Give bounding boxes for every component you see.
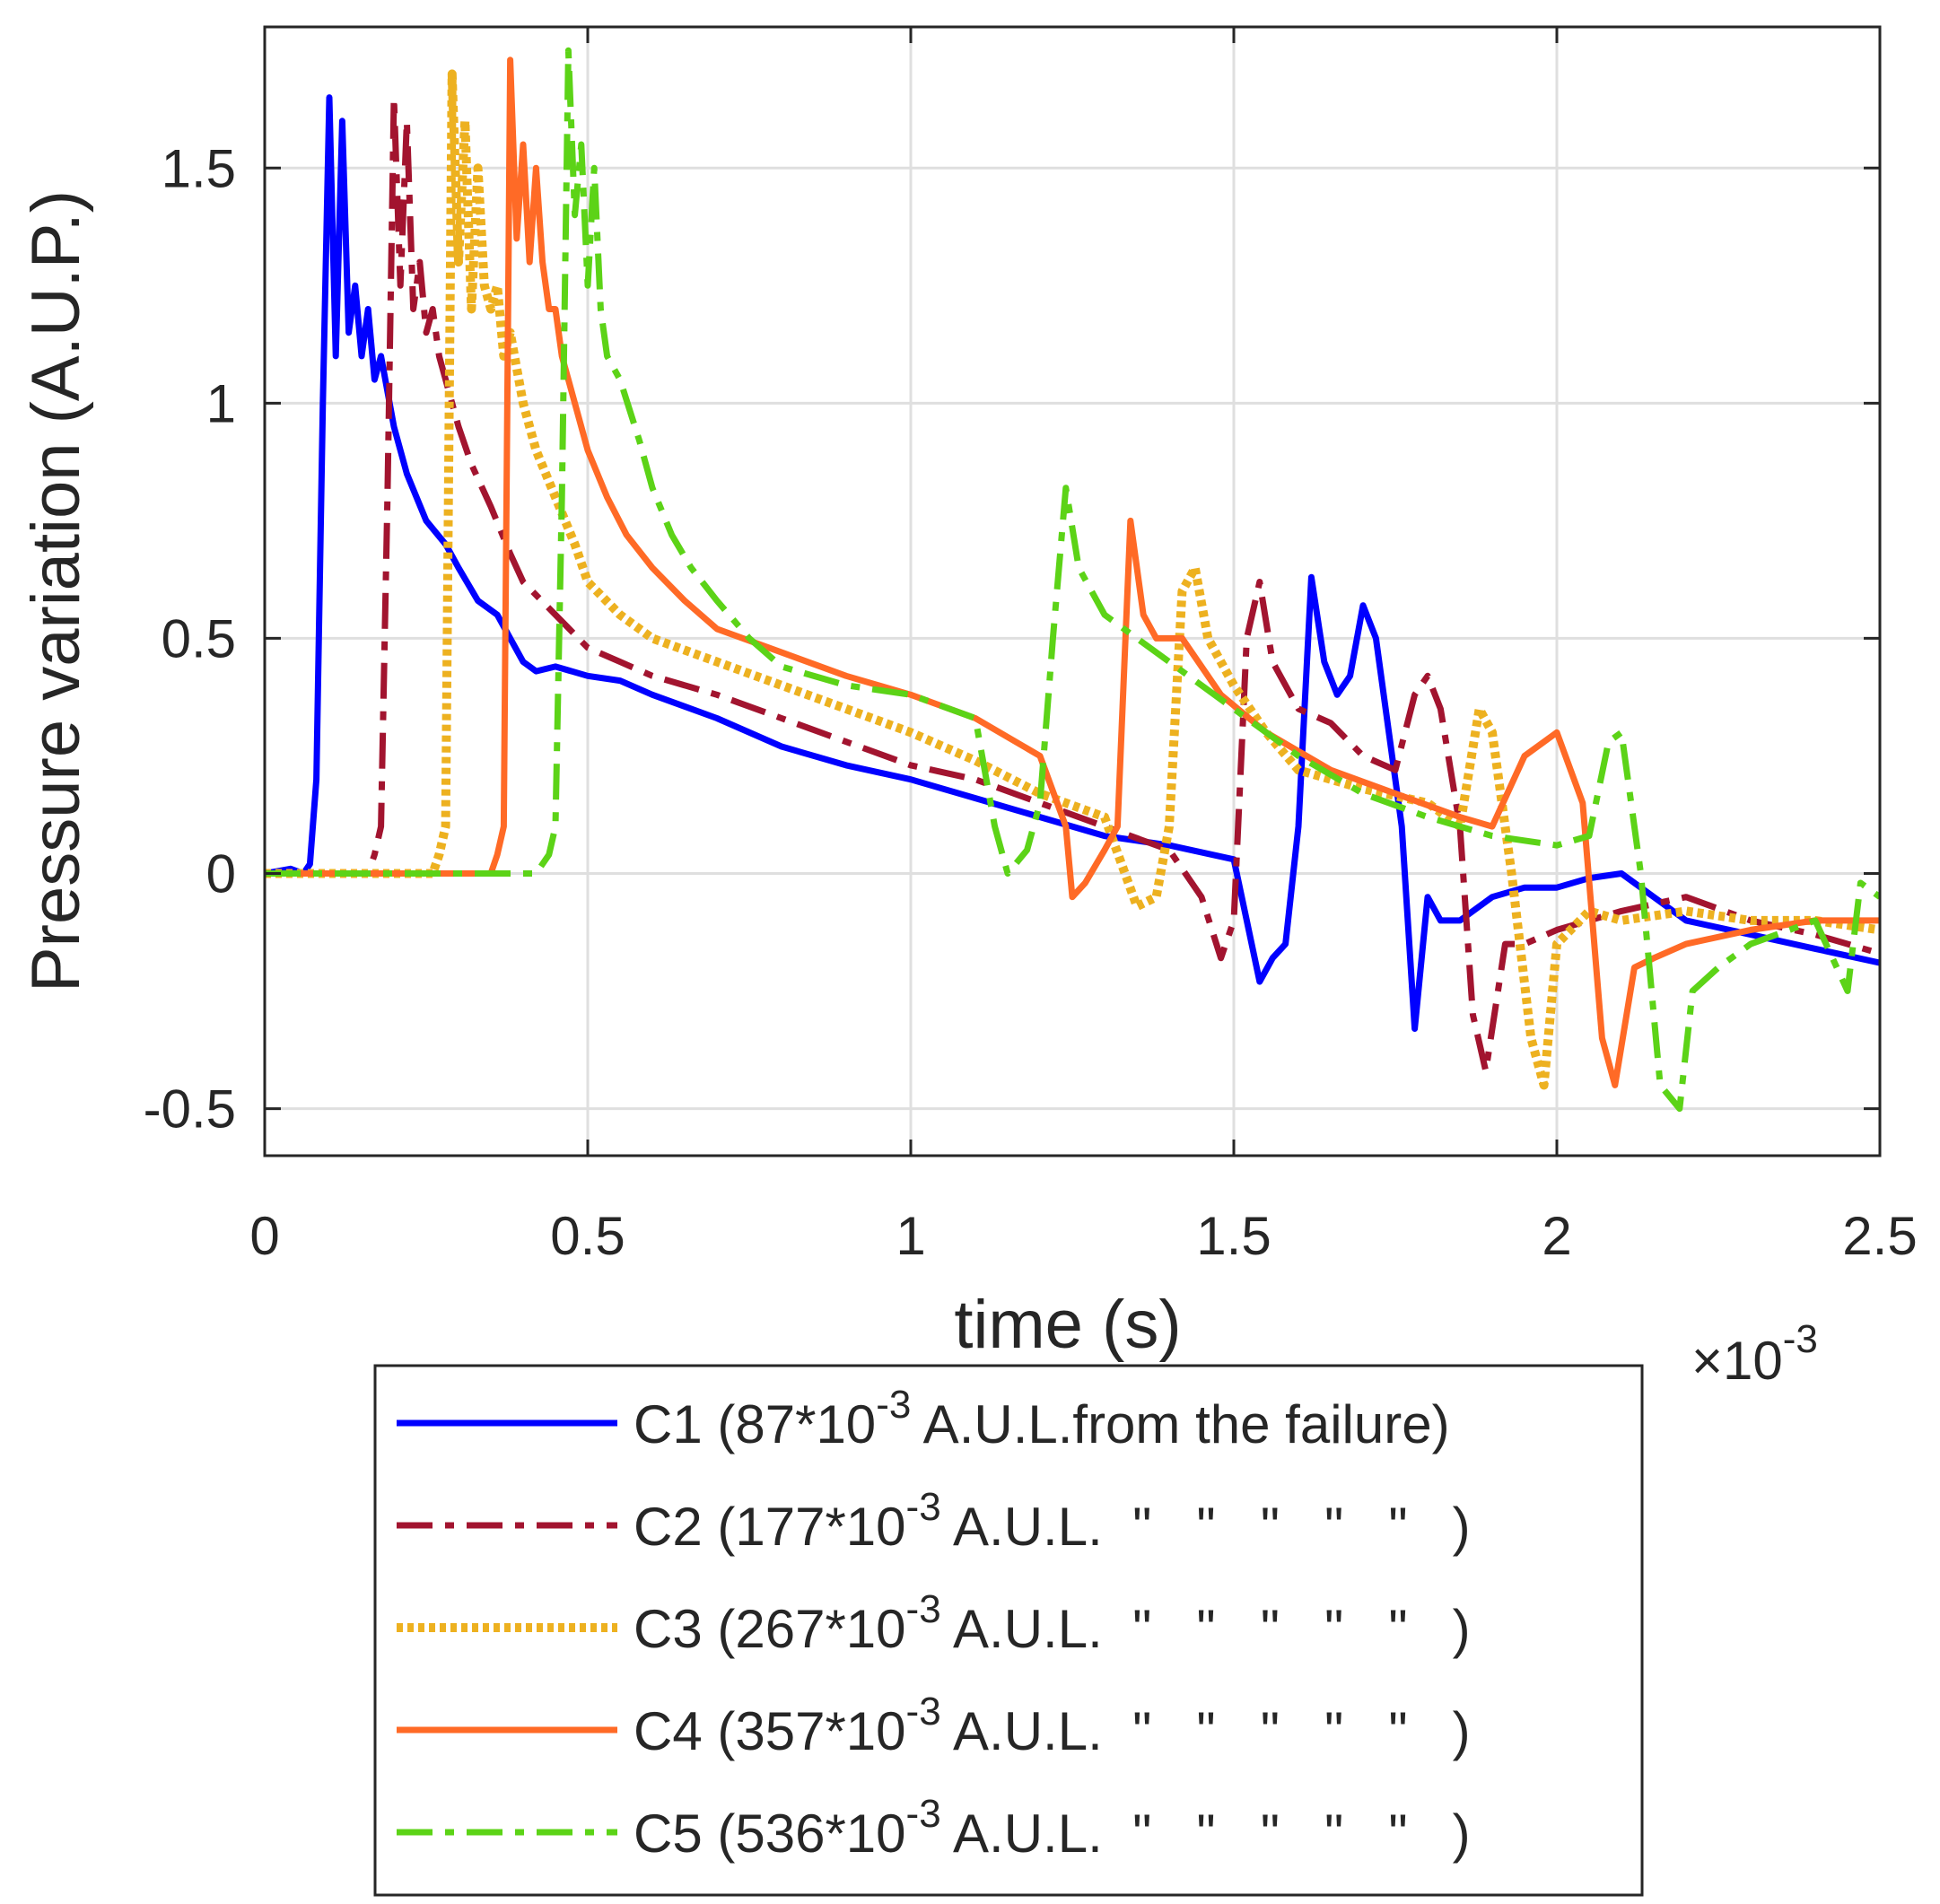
y-tick-label: -0.5 [144,1079,236,1140]
x-tick-label: 1 [896,1206,925,1266]
legend-label-suffix: A.U.L. " " " " " ) [941,1599,1471,1659]
x-tick-label: 2.5 [1842,1206,1917,1266]
y-tick-label: 1 [206,373,236,433]
series-layer [265,47,1880,1113]
legend-label-prefix: C4 (357*10 [634,1701,906,1761]
y-tick-label: 1.5 [162,138,236,198]
y-tick-label: 0.5 [162,608,236,668]
y-axis-label: Pressure variation (A.U.P.) [18,190,94,992]
legend-label-prefix: C1 (87*10 [634,1394,876,1454]
x-exponent-label: ×10-3 [1691,1317,1818,1391]
y-tick-label: 0 [206,844,236,904]
plot-frame [263,25,1882,1157]
x-tick-label: 2 [1542,1206,1571,1266]
legend-label-suffix: A.U.L. " " " " " ) [941,1497,1471,1557]
x-tick-label: 0.5 [550,1206,625,1266]
legend-label-c3: C3 (267*10-3 A.U.L. " " " " " ) [634,1587,1471,1659]
x-exponent-power: -3 [1783,1317,1818,1361]
legend-label-superscript: -3 [906,1690,941,1734]
tick-labels: 0 0.5 1 1.5 2 2.5 -0.5 0 0.5 1 1.5 [144,138,1918,1266]
legend-label-superscript: -3 [906,1485,941,1529]
legend-label-c5: C5 (536*10-3 A.U.L. " " " " " ) [634,1792,1471,1864]
legend-label-c1: C1 (87*10-3 A.U.L.from the failure) [634,1383,1450,1454]
legend-label-suffix: A.U.L. " " " " " ) [941,1804,1471,1864]
x-exponent-base: ×10 [1691,1331,1783,1391]
legend-label-superscript: -3 [876,1383,911,1427]
legend-label-prefix: C3 (267*10 [634,1599,906,1659]
legend-label-prefix: C5 (536*10 [634,1804,906,1864]
legend-label-c2: C2 (177*10-3 A.U.L. " " " " " ) [634,1485,1471,1557]
x-tick-label: 0 [249,1206,279,1266]
series-line-c5 [265,47,1880,1113]
series-line-c2 [265,94,1880,1075]
legend-label-c4: C4 (357*10-3 A.U.L. " " " " " ) [634,1690,1471,1761]
x-axis-label: time (s) [954,1287,1181,1363]
legend-label-prefix: C2 (177*10 [634,1497,906,1557]
legend-label-suffix: A.U.L.from the failure) [911,1394,1449,1454]
legend-label-superscript: -3 [906,1587,941,1631]
legend-label-superscript: -3 [906,1792,941,1836]
series-line-c1 [265,94,1880,1032]
series-line-c4 [265,57,1880,1088]
legend-box [373,1364,1644,1897]
series-line-c3 [265,69,1880,1090]
legend-label-suffix: A.U.L. " " " " " ) [941,1701,1471,1761]
legend: C1 (87*10-3 A.U.L.from the failure)C2 (1… [397,1383,1471,1864]
axis-ticks [263,27,1882,1156]
x-tick-label: 1.5 [1196,1206,1271,1266]
